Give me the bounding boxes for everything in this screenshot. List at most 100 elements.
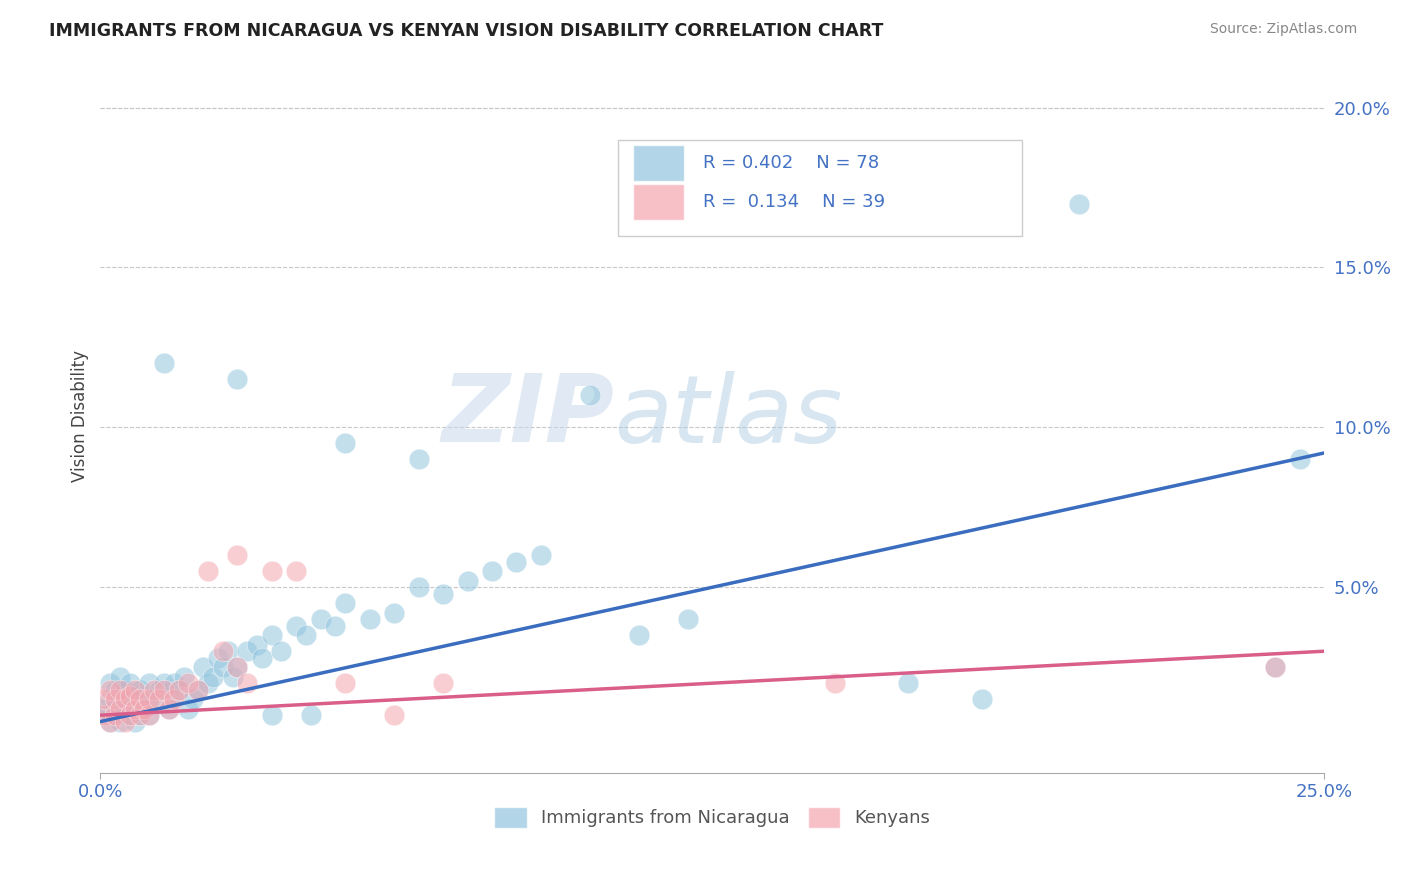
Point (270, 644, 292, 658)
Point (260, 628, 283, 642)
Point (118, 676, 141, 690)
Point (260, 708, 283, 723)
Point (177, 676, 200, 690)
Point (197, 676, 219, 690)
Text: R = 0.402    N = 78: R = 0.402 N = 78 (703, 153, 879, 171)
Point (183, 692, 205, 706)
Point (138, 676, 160, 690)
FancyBboxPatch shape (633, 145, 685, 181)
Point (246, 638, 269, 652)
Point (153, 676, 176, 690)
Point (94, 692, 117, 706)
Y-axis label: Vision Disability: Vision Disability (72, 351, 89, 483)
Point (627, 628, 650, 642)
Text: R =  0.134    N = 39: R = 0.134 N = 39 (703, 193, 884, 211)
Point (153, 356, 176, 370)
Point (134, 702, 156, 716)
Point (153, 682, 176, 697)
Point (114, 714, 136, 729)
Point (124, 689, 146, 703)
Point (333, 596, 356, 610)
Point (201, 670, 224, 684)
Point (148, 682, 170, 697)
Point (118, 692, 141, 706)
Point (94, 708, 117, 723)
Point (333, 676, 356, 690)
Point (128, 708, 150, 723)
Text: atlas: atlas (614, 371, 842, 462)
Point (191, 660, 214, 674)
Point (124, 702, 146, 716)
Legend: Immigrants from Nicaragua, Kenyans: Immigrants from Nicaragua, Kenyans (486, 800, 938, 835)
Point (226, 372, 249, 386)
Point (163, 692, 186, 706)
Point (481, 564, 503, 578)
Point (108, 682, 131, 697)
Point (676, 612, 699, 626)
FancyBboxPatch shape (619, 140, 1022, 235)
Point (359, 612, 381, 626)
Point (114, 682, 136, 697)
Point (138, 708, 160, 723)
Point (128, 692, 150, 706)
Point (432, 676, 454, 690)
Point (128, 708, 150, 723)
FancyBboxPatch shape (633, 185, 685, 220)
Text: IMMIGRANTS FROM NICARAGUA VS KENYAN VISION DISABILITY CORRELATION CHART: IMMIGRANTS FROM NICARAGUA VS KENYAN VISI… (49, 22, 883, 40)
Point (1264, 660, 1286, 674)
Point (236, 644, 259, 658)
Point (197, 564, 219, 578)
Point (221, 670, 243, 684)
Point (382, 708, 405, 723)
Point (226, 660, 249, 674)
Point (226, 660, 249, 674)
Point (98, 682, 121, 697)
Point (143, 682, 166, 697)
Point (124, 682, 146, 697)
Point (173, 670, 195, 684)
Point (187, 682, 209, 697)
Point (167, 682, 190, 697)
Point (1264, 660, 1286, 674)
Point (104, 702, 127, 716)
Point (207, 650, 229, 665)
Point (163, 692, 186, 706)
Point (108, 714, 131, 729)
Point (98, 676, 121, 690)
Text: Source: ZipAtlas.com: Source: ZipAtlas.com (1209, 22, 1357, 37)
Point (177, 702, 200, 716)
Point (124, 714, 146, 729)
Point (104, 682, 127, 697)
Point (98, 714, 121, 729)
Point (94, 702, 117, 716)
Point (897, 676, 920, 690)
Point (118, 708, 141, 723)
Point (970, 692, 993, 706)
Point (187, 682, 209, 697)
Point (108, 702, 131, 716)
Point (408, 452, 430, 467)
Point (211, 644, 233, 658)
Point (579, 388, 602, 402)
Point (118, 689, 141, 703)
Point (285, 564, 308, 578)
Point (299, 708, 322, 723)
Point (108, 692, 131, 706)
Point (124, 702, 146, 716)
Point (138, 692, 160, 706)
Point (104, 692, 127, 706)
Point (285, 618, 308, 632)
Point (250, 650, 273, 665)
Point (309, 612, 332, 626)
Point (138, 692, 160, 706)
Point (457, 574, 479, 588)
Text: ZIP: ZIP (441, 370, 614, 462)
Point (104, 708, 127, 723)
Point (98, 692, 121, 706)
Point (382, 606, 405, 620)
Point (824, 676, 846, 690)
Point (432, 587, 454, 601)
Point (157, 702, 180, 716)
Point (138, 708, 160, 723)
Point (217, 644, 239, 658)
